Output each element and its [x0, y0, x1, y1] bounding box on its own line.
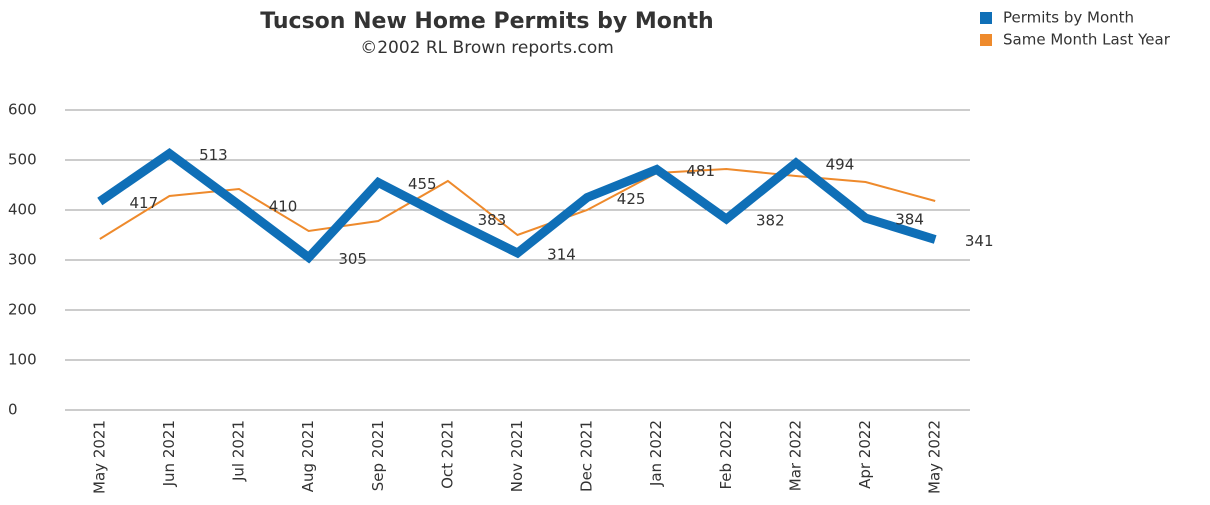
y-tick-label: 0 [8, 401, 18, 419]
legend-label: Same Month Last Year [1003, 31, 1171, 49]
y-tick-label: 600 [8, 101, 37, 119]
legend-swatch [980, 34, 992, 46]
data-label: 384 [895, 211, 924, 229]
x-tick-label: Jan 2022 [647, 420, 665, 487]
chart-title: Tucson New Home Permits by Month [260, 9, 713, 34]
x-tick-label: Apr 2022 [856, 420, 874, 489]
x-tick-label: May 2022 [926, 420, 944, 494]
data-label: 314 [547, 246, 576, 264]
data-label: 481 [686, 162, 715, 180]
y-tick-label: 200 [8, 301, 37, 319]
data-label: 383 [478, 211, 507, 229]
line-series [99, 167, 936, 240]
data-label: 382 [756, 212, 785, 230]
data-label: 305 [338, 250, 367, 268]
data-label: 417 [129, 194, 158, 212]
x-tick-label: Aug 2021 [299, 420, 317, 492]
data-label: 410 [269, 198, 298, 216]
y-tick-label: 100 [8, 351, 37, 369]
chart-subtitle: ©2002 RL Brown reports.com [360, 38, 614, 58]
data-label: 455 [408, 175, 437, 193]
legend-swatch [980, 12, 992, 24]
x-tick-label: Jul 2021 [230, 420, 248, 482]
line-series [97, 147, 937, 264]
legend-label: Permits by Month [1003, 9, 1134, 27]
x-tick-label: May 2021 [90, 420, 108, 494]
x-tick-label: Jun 2021 [160, 420, 178, 487]
x-tick-label: Feb 2022 [717, 420, 735, 490]
data-label: 494 [826, 156, 855, 174]
x-tick-label: Dec 2021 [578, 420, 596, 492]
y-tick-label: 500 [8, 151, 37, 169]
x-tick-label: Oct 2021 [438, 420, 456, 489]
x-tick-label: Nov 2021 [508, 420, 526, 492]
data-label: 425 [617, 190, 646, 208]
data-label: 341 [965, 232, 994, 250]
x-tick-label: Sep 2021 [369, 420, 387, 491]
data-label: 513 [199, 146, 228, 164]
y-tick-label: 400 [8, 201, 37, 219]
x-tick-label: Mar 2022 [786, 420, 804, 491]
y-tick-label: 300 [8, 251, 37, 269]
